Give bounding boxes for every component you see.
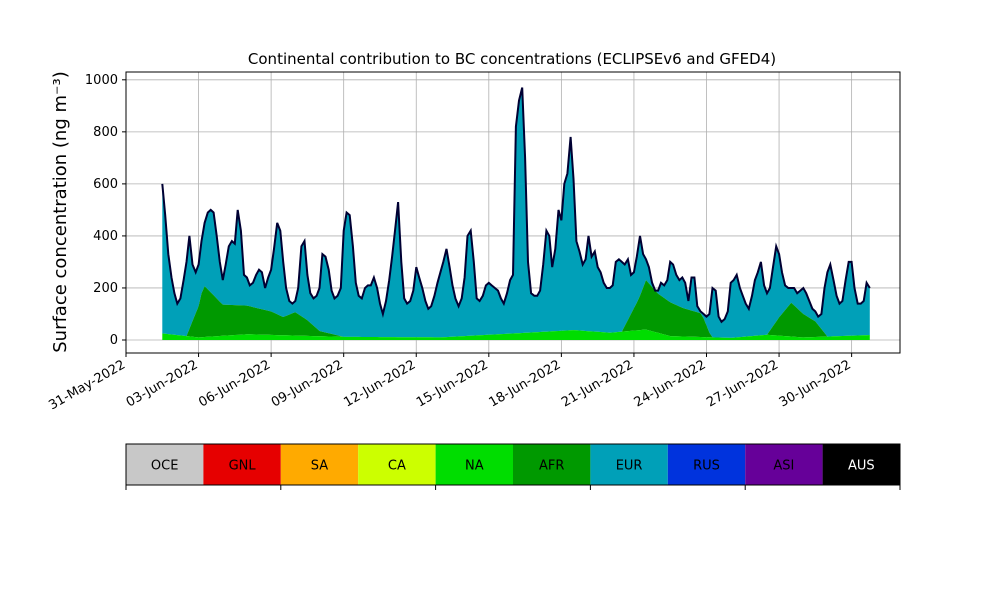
total-line-path [161, 87, 871, 324]
y-tick-label: 200 [93, 281, 118, 296]
x-tick-label: 21-Jun-2022 [559, 357, 636, 410]
legend-frame [125, 443, 901, 486]
legend-swatch-asi [745, 444, 823, 485]
legend-label-rus: RUS [693, 459, 720, 474]
y-tick-label: 400 [93, 229, 118, 244]
x-tick-label: 03-Jun-2022 [124, 357, 201, 410]
area-na [162, 329, 870, 340]
y-tick-label: 0 [110, 333, 118, 348]
legend-label-oce: OCE [151, 459, 179, 474]
x-tick-label: 12-Jun-2022 [341, 357, 418, 410]
legend-swatch-eur [590, 444, 668, 485]
total-line [161, 87, 871, 324]
legend-swatch-ca [358, 444, 436, 485]
x-tick-label: 24-Jun-2022 [632, 357, 709, 410]
legend-label-sa: SA [311, 459, 328, 474]
y-tick-label: 600 [93, 177, 118, 192]
chart-title: Continental contribution to BC concentra… [248, 50, 776, 68]
x-tick-label: 15-Jun-2022 [414, 357, 491, 410]
x-axis: 31-May-202203-Jun-202206-Jun-202209-Jun-… [46, 353, 854, 413]
y-axis: 0 200 400 600 800 1000 [85, 73, 126, 348]
legend-label-eur: EUR [616, 459, 643, 474]
legend-label-afr: AFR [539, 459, 564, 474]
legend-swatch-rus [667, 444, 746, 485]
legend-label-asi: ASI [773, 459, 794, 474]
x-tick-label: 09-Jun-2022 [269, 357, 346, 410]
legend-swatch-afr [513, 444, 591, 485]
region-colorbar-legend: OCE GNL SA CA NA AFR EUR RUS ASI AUS [125, 443, 901, 490]
stacked-areas [162, 87, 870, 340]
legend-swatch-aus [822, 444, 900, 485]
legend-swatch-sa [280, 444, 359, 485]
legend-label-na: NA [465, 459, 484, 474]
legend-label-gnl: GNL [229, 459, 257, 474]
legend-swatch-na [435, 444, 513, 485]
y-tick-label: 800 [93, 125, 118, 140]
x-tick-label: 30-Jun-2022 [777, 357, 854, 410]
plot-area [125, 71, 901, 354]
legend-label-ca: CA [388, 459, 406, 474]
legend-swatch-oce [126, 444, 204, 485]
x-tick-label: 31-May-2022 [46, 357, 128, 413]
y-tick-label: 1000 [85, 73, 118, 88]
area-afr [162, 280, 870, 338]
y-axis-label: Surface concentration (ng m⁻³) [50, 71, 71, 353]
legend-swatch-gnl [203, 444, 281, 485]
x-tick-label: 18-Jun-2022 [487, 357, 564, 410]
area-eur [162, 87, 870, 338]
x-tick-label: 06-Jun-2022 [196, 357, 273, 410]
plot-frame [125, 71, 901, 354]
legend-label-aus: AUS [848, 459, 875, 474]
x-tick-label: 27-Jun-2022 [704, 357, 781, 410]
